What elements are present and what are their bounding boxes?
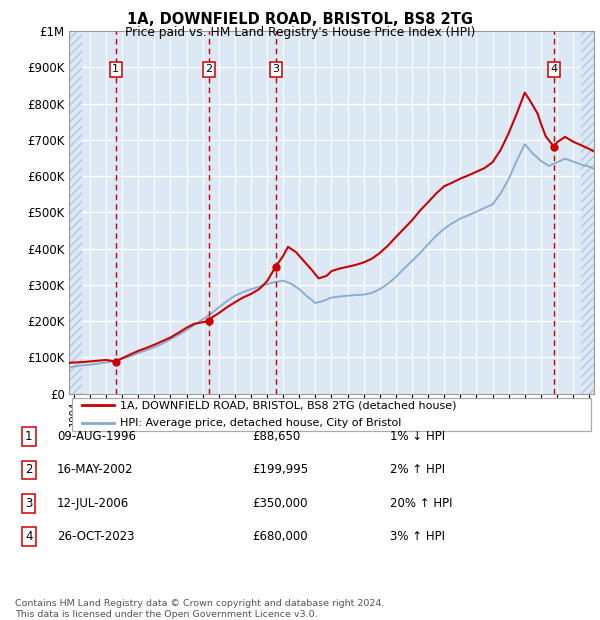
Text: 1: 1 (112, 64, 119, 74)
Text: Contains HM Land Registry data © Crown copyright and database right 2024.
This d: Contains HM Land Registry data © Crown c… (15, 600, 385, 619)
Text: 2: 2 (25, 464, 32, 476)
Text: HPI: Average price, detached house, City of Bristol: HPI: Average price, detached house, City… (121, 418, 402, 428)
Text: £680,000: £680,000 (252, 531, 308, 543)
Text: 1A, DOWNFIELD ROAD, BRISTOL, BS8 2TG: 1A, DOWNFIELD ROAD, BRISTOL, BS8 2TG (127, 12, 473, 27)
Text: 3: 3 (272, 64, 279, 74)
Text: 4: 4 (25, 531, 32, 543)
Text: 20% ↑ HPI: 20% ↑ HPI (390, 497, 452, 510)
Text: 1A, DOWNFIELD ROAD, BRISTOL, BS8 2TG (detached house): 1A, DOWNFIELD ROAD, BRISTOL, BS8 2TG (de… (121, 400, 457, 410)
Text: 16-MAY-2002: 16-MAY-2002 (57, 464, 133, 476)
Text: 12-JUL-2006: 12-JUL-2006 (57, 497, 129, 510)
Text: 1: 1 (25, 430, 32, 443)
Text: 3: 3 (25, 497, 32, 510)
Text: £199,995: £199,995 (252, 464, 308, 476)
Text: 1% ↓ HPI: 1% ↓ HPI (390, 430, 445, 443)
Text: 2: 2 (205, 64, 212, 74)
Text: £350,000: £350,000 (252, 497, 308, 510)
FancyBboxPatch shape (71, 397, 592, 431)
Text: 4: 4 (550, 64, 557, 74)
Text: 26-OCT-2023: 26-OCT-2023 (57, 531, 134, 543)
Text: £88,650: £88,650 (252, 430, 300, 443)
Text: 3% ↑ HPI: 3% ↑ HPI (390, 531, 445, 543)
Text: 2% ↑ HPI: 2% ↑ HPI (390, 464, 445, 476)
Text: Price paid vs. HM Land Registry's House Price Index (HPI): Price paid vs. HM Land Registry's House … (125, 26, 475, 39)
Text: 09-AUG-1996: 09-AUG-1996 (57, 430, 136, 443)
